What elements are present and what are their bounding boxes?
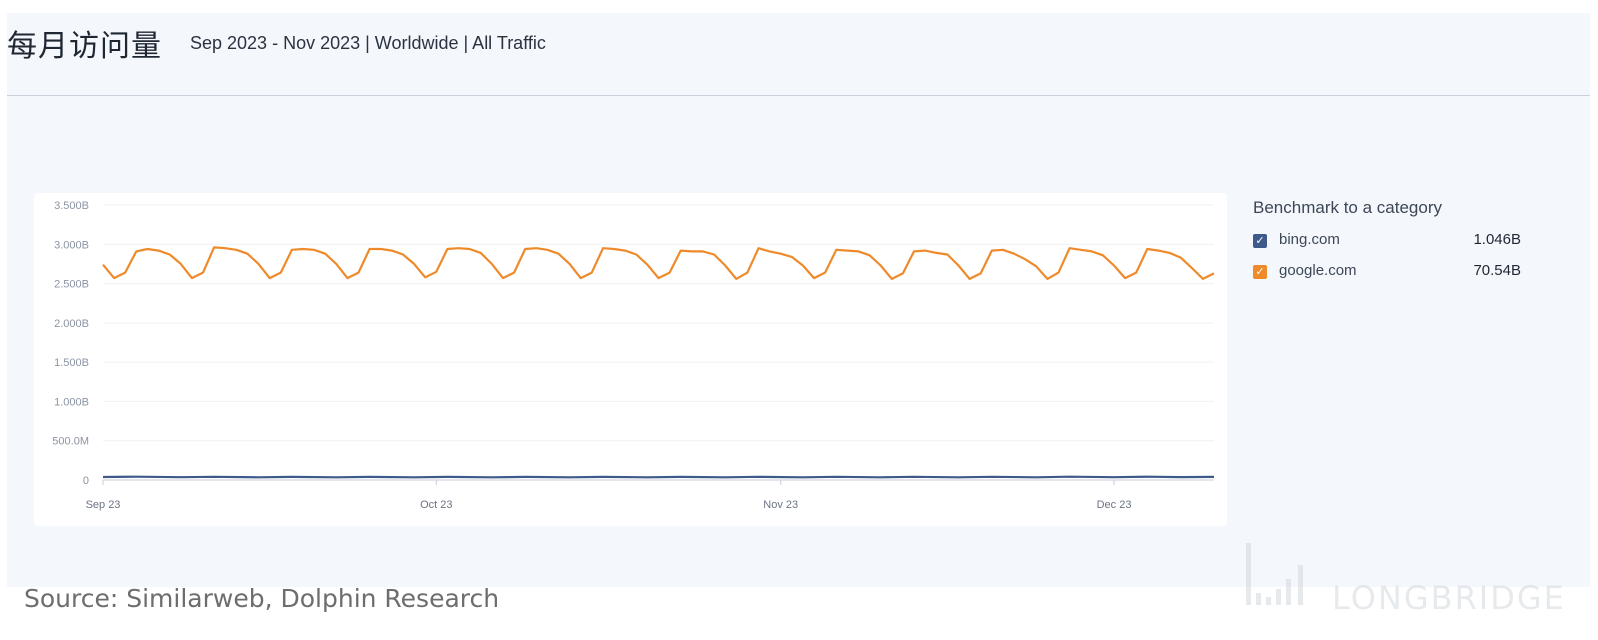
legend: Benchmark to a category ✓ bing.com 1.046…: [1253, 198, 1553, 290]
y-tick-label: 2.000B: [54, 318, 89, 330]
legend-item-label: google.com: [1279, 262, 1357, 279]
x-tick-label: Oct 23: [420, 499, 452, 511]
chart-panel: 每月访问量 Sep 2023 - Nov 2023 | Worldwide | …: [7, 13, 1590, 587]
watermark: LONGBRIDGE: [1246, 543, 1564, 617]
y-tick-label: 500.0M: [52, 436, 89, 448]
legend-item-google[interactable]: ✓ google.com 70.54B: [1253, 259, 1553, 290]
y-tick-label: 1.500B: [54, 357, 89, 369]
legend-item-bing[interactable]: ✓ bing.com 1.046B: [1253, 228, 1553, 259]
checkbox-checked-icon[interactable]: ✓: [1253, 234, 1267, 248]
page-title: 每月访问量: [7, 29, 162, 64]
legend-item-label: bing.com: [1279, 231, 1340, 248]
bar-chart-logo-icon: [1246, 543, 1303, 605]
series-line-bing-com: [102, 475, 1215, 479]
chart-card: 0 500.0M 1.000B 1.500B 2.000B 2.500B 3.000B 3.5…: [34, 193, 1227, 526]
source-note: Source: Similarweb, Dolphin Research: [24, 584, 500, 613]
x-tick-label: Sep 23: [86, 499, 121, 511]
y-tick-label: 3.500B: [54, 200, 89, 212]
x-tick-label: Nov 23: [763, 499, 798, 511]
x-tick-label: Dec 23: [1097, 499, 1132, 511]
watermark-text: LONGBRIDGE: [1332, 579, 1566, 617]
series-line-google-com: [102, 246, 1215, 281]
legend-item-value: 1.046B: [1473, 231, 1521, 248]
legend-item-value: 70.54B: [1473, 262, 1521, 279]
date-range-subtitle: Sep 2023 - Nov 2023 | Worldwide | All Tr…: [190, 33, 546, 53]
chart-header: 每月访问量 Sep 2023 - Nov 2023 | Worldwide | …: [7, 13, 1590, 96]
line-chart: 0 500.0M 1.000B 1.500B 2.000B 2.500B 3.000B 3.5…: [52, 200, 1215, 511]
y-tick-label: 2.500B: [54, 279, 89, 291]
legend-title: Benchmark to a category: [1253, 198, 1442, 217]
y-tick-label: 0: [83, 475, 89, 487]
y-tick-label: 1.000B: [54, 396, 89, 408]
y-tick-label: 3.000B: [54, 239, 89, 251]
checkbox-checked-icon[interactable]: ✓: [1253, 265, 1267, 279]
